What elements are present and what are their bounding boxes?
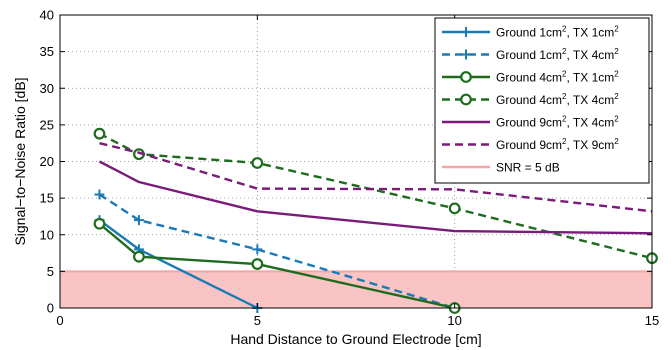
- series-line: [98, 193, 456, 310]
- data-point: [252, 244, 263, 255]
- x-tick-label: 15: [645, 313, 659, 328]
- series-layer: [93, 127, 658, 314]
- legend-label: Ground 4cm2, TX 1cm2: [496, 70, 619, 85]
- legend-entry: Ground 1cm2, TX 1cm2: [442, 25, 619, 40]
- y-tick-label: 15: [40, 191, 54, 206]
- x-tick-label: 5: [254, 313, 261, 328]
- legend-label: Ground 4cm2, TX 4cm2: [496, 92, 619, 107]
- series-line: [98, 160, 653, 235]
- legend-label: Ground 9cm2, TX 4cm2: [496, 115, 619, 130]
- y-tick-label: 35: [40, 44, 54, 59]
- data-point: [94, 189, 105, 200]
- legend-label: Ground 9cm2, TX 9cm2: [496, 137, 619, 152]
- snr-threshold-band: [60, 271, 652, 308]
- series-line: [98, 222, 455, 310]
- y-tick-label: 25: [40, 117, 54, 132]
- series-4: [93, 127, 658, 265]
- data-point: [448, 202, 461, 215]
- legend-entry-threshold: SNR = 5 dB: [442, 161, 560, 175]
- legend-label: SNR = 5 dB: [496, 161, 560, 175]
- legend-entry: Ground 4cm2, TX 4cm2: [442, 92, 619, 107]
- data-point: [93, 127, 106, 140]
- x-tick-label: 10: [447, 313, 461, 328]
- series-3: [93, 217, 461, 314]
- y-tick-label: 10: [40, 227, 54, 242]
- data-point: [251, 258, 264, 270]
- series-line: [99, 142, 653, 213]
- y-tick-label: 0: [47, 301, 54, 316]
- legend-entry: Ground 9cm2, TX 4cm2: [442, 115, 619, 130]
- data-point: [133, 215, 144, 226]
- legend: Ground 1cm2, TX 1cm2 Ground 1cm2, TX 4cm2…: [434, 17, 650, 184]
- x-tick-label: 0: [56, 313, 63, 328]
- y-axis-label: Signal−to−Noise Ratio [dB]: [12, 77, 28, 245]
- data-point: [93, 217, 106, 230]
- legend-label: Ground 1cm2, TX 4cm2: [496, 47, 619, 62]
- legend-entry: Ground 1cm2, TX 4cm2: [442, 47, 619, 62]
- legend-entry: Ground 4cm2, TX 1cm2: [442, 70, 619, 85]
- x-axis-label: Hand Distance to Ground Electrode [cm]: [230, 331, 481, 347]
- axis-ticks: 0 5 10 15 0 5 10 15 20 25 30 35 40: [40, 8, 660, 329]
- data-point: [133, 250, 145, 263]
- y-tick-label: 20: [40, 154, 54, 169]
- legend-marker: [461, 49, 471, 60]
- legend-marker: [460, 71, 472, 83]
- y-tick-label: 30: [40, 81, 54, 96]
- legend-entry: Ground 9cm2, TX 9cm2: [442, 137, 619, 152]
- legend-marker: [460, 93, 472, 106]
- legend-label: Ground 1cm2, TX 1cm2: [496, 25, 619, 40]
- data-point: [251, 157, 264, 169]
- legend-marker: [461, 27, 471, 37]
- y-tick-label: 5: [47, 264, 54, 279]
- series-6: [99, 142, 653, 213]
- series-5: [98, 160, 653, 235]
- y-tick-label: 40: [40, 8, 54, 23]
